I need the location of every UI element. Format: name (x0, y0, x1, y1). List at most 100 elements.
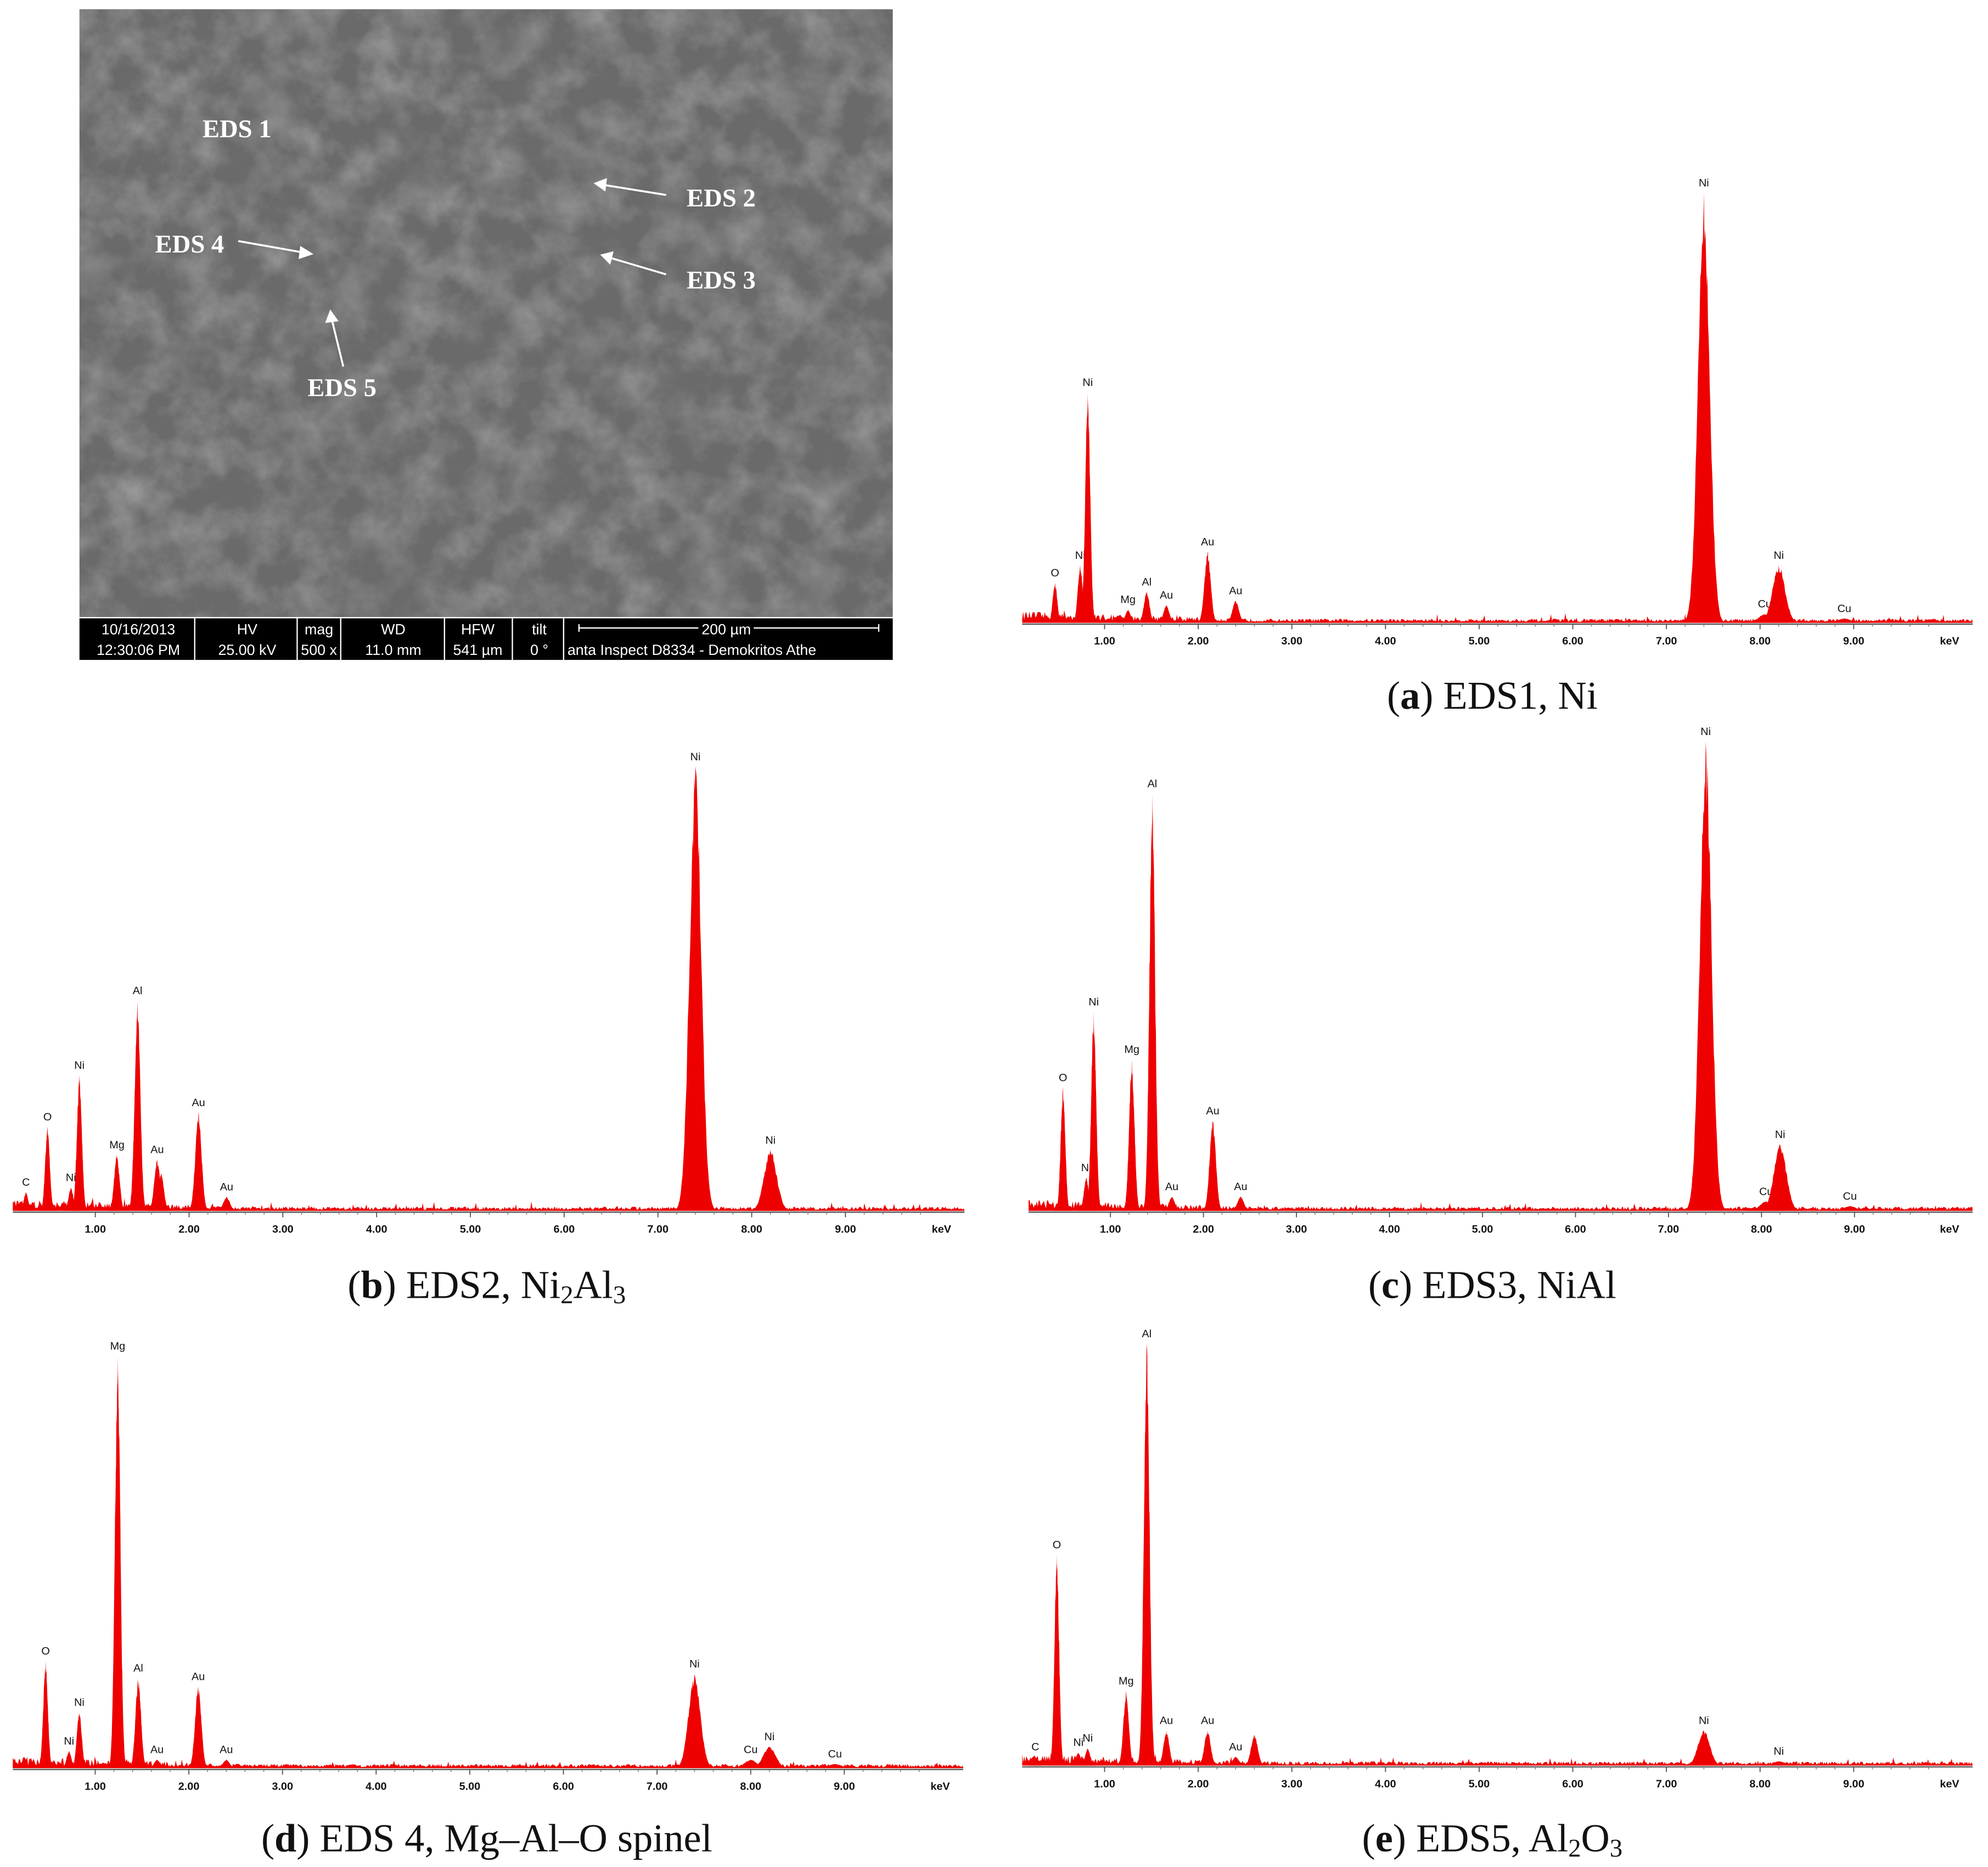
peak (672, 766, 719, 1211)
peak-label: Mg (109, 1139, 125, 1151)
x-tick-label: 5.00 (1472, 1223, 1493, 1235)
peak-label: Cu (1843, 1190, 1857, 1202)
peak (1135, 1343, 1158, 1766)
peak (744, 1746, 795, 1768)
peak-label: Au (1201, 536, 1214, 548)
peak-label: Ni (64, 1735, 74, 1747)
databar-text: 0 ° (530, 642, 548, 658)
peak (1047, 1555, 1066, 1766)
peak-label: Ni (74, 1059, 85, 1072)
caption-part: ( (347, 1263, 361, 1307)
databar-text: HV (237, 621, 257, 638)
x-tick-label: 3.00 (1286, 1223, 1307, 1235)
x-tick-label: 4.00 (366, 1781, 387, 1793)
peak (1222, 601, 1249, 623)
x-tick-label: 2.00 (1188, 635, 1209, 647)
caption-part: 2 (1568, 1834, 1581, 1863)
peak-label: C (22, 1176, 30, 1188)
peak (1195, 1730, 1221, 1766)
caption-part: 2 (560, 1281, 573, 1309)
peak-label: O (1053, 1539, 1061, 1551)
peak (126, 1000, 149, 1211)
peak (671, 1673, 718, 1768)
caption-part: e (1375, 1816, 1393, 1860)
peak-label: Mg (110, 1341, 126, 1353)
peak-label: O (1051, 567, 1059, 579)
peak (1083, 1012, 1104, 1211)
x-tick-label: 5.00 (1469, 635, 1490, 647)
peak (106, 1154, 128, 1211)
peak (145, 1759, 169, 1768)
caption: (d) EDS 4, Mg–Al–O spinel (261, 1816, 712, 1860)
peak (1046, 582, 1064, 623)
peak (59, 1751, 79, 1768)
databar-text: 541 µm (453, 642, 502, 658)
peak-label: Ni (1082, 1733, 1093, 1745)
x-tick-label: 3.00 (272, 1223, 294, 1235)
peak (106, 1356, 129, 1768)
peak (213, 1759, 240, 1768)
peak-label: Au (192, 1671, 205, 1683)
peak-label: Au (1160, 1715, 1173, 1727)
databar-text: 11.0 mm (365, 642, 421, 658)
peak-label: Au (1229, 585, 1242, 597)
peak (1053, 1087, 1072, 1211)
peak-label: Au (1206, 1105, 1219, 1117)
x-tick-label: 6.00 (553, 1781, 574, 1793)
peak (1755, 1144, 1805, 1211)
caption-part: a (1400, 674, 1420, 717)
peak-label: Al (1142, 576, 1152, 588)
caption-part: ) EDS5, Al (1393, 1816, 1568, 1860)
sem-image: EDS 1 EDS 2 EDS 3 EDS 4 EDS 5 10/16/2013… (79, 9, 893, 660)
caption-part: ( (1368, 1263, 1382, 1307)
peak-label: Mg (1120, 594, 1136, 606)
peak-label: C (1031, 1741, 1039, 1753)
x-tick-label: 4.00 (1379, 1223, 1400, 1235)
background-continuum (13, 1756, 963, 1768)
x-tick-label: 7.00 (1658, 1223, 1680, 1235)
peak (1068, 1752, 1088, 1766)
x-axis-label: keV (1940, 635, 1959, 647)
databar-text: 500 x (301, 642, 337, 658)
peak (38, 1126, 57, 1211)
peak-label: O (1059, 1072, 1067, 1084)
peak (1135, 592, 1158, 623)
peak (1817, 618, 1871, 623)
peak-label: Mg (1124, 1044, 1139, 1056)
peak-label: Au (150, 1744, 164, 1756)
peak (1077, 1748, 1098, 1766)
caption-part: ) EDS1, Ni (1420, 674, 1597, 717)
peak-label: Au (220, 1744, 233, 1756)
caption: (a) EDS1, Ni (1387, 674, 1598, 717)
x-tick-label: 9.00 (1844, 1223, 1865, 1235)
peak (1240, 1735, 1268, 1766)
peak (69, 1712, 89, 1768)
peak (1115, 1691, 1137, 1766)
caption-part: d (274, 1816, 296, 1860)
x-tick-label: 3.00 (1281, 1778, 1302, 1790)
x-tick-label: 9.00 (835, 1223, 856, 1235)
peak (1823, 1206, 1877, 1211)
x-tick-label: 8.00 (1751, 1223, 1772, 1235)
peak-label: Cu (1838, 603, 1851, 615)
peak-label: Au (192, 1097, 205, 1109)
peak-label: Cu (828, 1748, 842, 1760)
peak-label: Ni (1699, 177, 1709, 189)
peak-label: Ni (74, 1697, 85, 1709)
caption-part: ( (261, 1816, 274, 1860)
caption-part: 3 (1610, 1834, 1622, 1863)
sem-shadow (79, 9, 893, 618)
peak-label: Au (1201, 1715, 1214, 1727)
peak (17, 1192, 35, 1211)
x-tick-label: 8.00 (740, 1781, 761, 1793)
databar-text: 25.00 kV (218, 642, 276, 658)
databar-text: 12:30:06 PM (97, 642, 180, 658)
x-tick-label: 9.00 (1843, 1778, 1865, 1790)
peak-label: Ni (1700, 726, 1711, 738)
peak-label: Au (1229, 1741, 1242, 1753)
databar-text: WD (381, 621, 406, 638)
caption-part: ( (1387, 674, 1400, 717)
peak (1682, 741, 1729, 1211)
